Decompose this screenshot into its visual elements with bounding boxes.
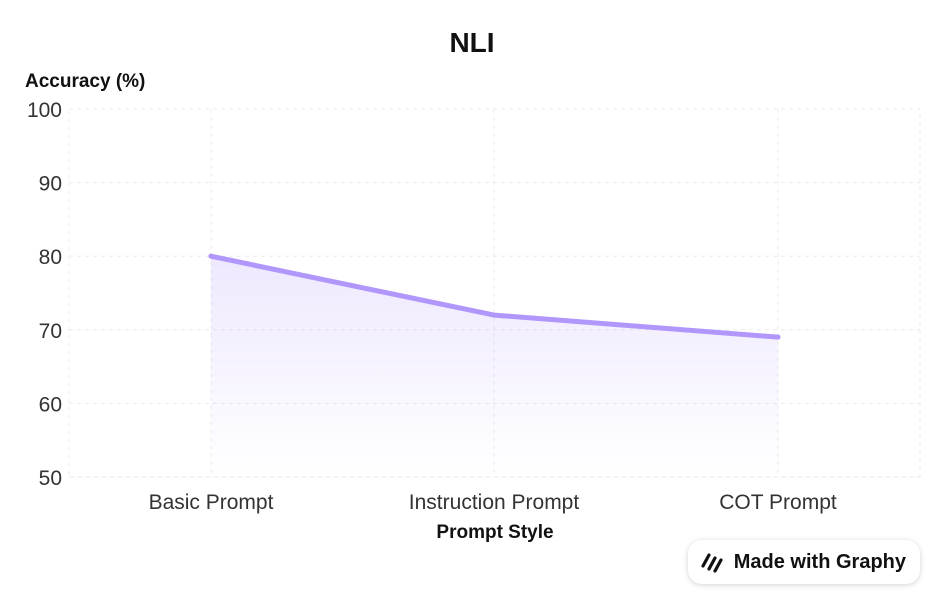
- x-tick-labels: Basic Prompt Instruction Prompt COT Prompt: [149, 491, 837, 514]
- y-tick-labels: 50 60 70 80 90 100: [27, 99, 62, 490]
- y-axis-title: Accuracy (%): [25, 71, 145, 92]
- area-fill: [211, 256, 778, 477]
- x-axis-title: Prompt Style: [436, 522, 553, 543]
- data-point: [491, 312, 497, 318]
- badge-label: Made with Graphy: [733, 550, 906, 573]
- data-point: [775, 334, 781, 340]
- x-tick-label: COT Prompt: [719, 491, 837, 514]
- chart-title: NLI: [449, 27, 494, 58]
- y-tick-label: 60: [39, 393, 62, 416]
- data-points: [208, 253, 781, 340]
- y-tick-label: 70: [39, 320, 62, 343]
- graphy-logo-icon: [701, 553, 723, 573]
- y-tick-label: 80: [39, 246, 62, 269]
- y-tick-label: 100: [27, 99, 62, 122]
- data-point: [208, 253, 214, 259]
- made-with-graphy-badge[interactable]: Made with Graphy: [687, 540, 920, 584]
- x-tick-label: Instruction Prompt: [409, 491, 580, 514]
- y-tick-label: 50: [39, 467, 62, 490]
- y-tick-label: 90: [39, 173, 62, 196]
- x-tick-label: Basic Prompt: [149, 491, 274, 514]
